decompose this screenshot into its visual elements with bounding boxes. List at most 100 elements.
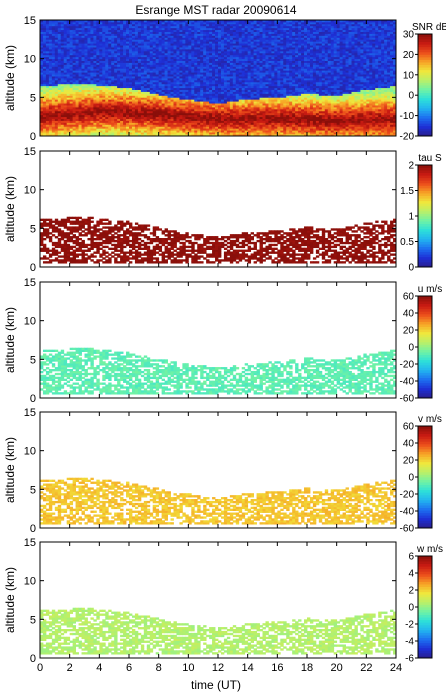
heatmap-cell xyxy=(63,93,68,96)
heatmap-cell xyxy=(220,27,225,31)
heatmap-cell xyxy=(265,79,269,83)
heatmap-cell xyxy=(108,31,112,34)
heatmap-cell xyxy=(194,130,198,133)
heatmap-cell xyxy=(280,35,284,38)
heatmap-cell xyxy=(185,27,189,31)
heatmap-cell xyxy=(66,68,71,71)
heatmap-cell xyxy=(75,49,79,52)
heatmap-cell xyxy=(253,116,257,119)
heatmap-cell xyxy=(167,95,171,98)
heatmap-cell xyxy=(280,126,284,129)
heatmap-cell xyxy=(60,103,65,106)
heatmap-cell xyxy=(117,114,121,118)
heatmap-cell xyxy=(277,122,281,125)
heatmap-cell xyxy=(229,110,234,114)
heatmap-cell xyxy=(75,41,79,44)
heatmap-cell xyxy=(218,114,222,118)
heatmap-cell xyxy=(84,103,88,106)
heatmap-cell xyxy=(105,50,109,54)
heatmap-cell xyxy=(158,128,163,131)
heatmap-cell xyxy=(140,21,145,25)
heatmap-cell xyxy=(176,21,180,25)
heatmap-cell xyxy=(220,47,225,50)
heatmap-cell xyxy=(173,108,177,112)
heatmap-cell xyxy=(247,124,252,127)
heatmap-cell xyxy=(75,99,79,102)
heatmap-cell xyxy=(161,66,165,69)
heatmap-cell xyxy=(265,45,269,48)
heatmap-cell xyxy=(176,33,180,36)
heatmap-cell xyxy=(277,85,281,89)
heatmap-cell xyxy=(149,79,154,83)
heatmap-cell xyxy=(90,29,94,32)
heatmap-cell xyxy=(229,41,234,44)
heatmap-cell xyxy=(105,29,109,32)
heatmap-cell xyxy=(114,43,118,46)
heatmap-cell xyxy=(81,91,85,94)
heatmap-cell xyxy=(143,47,148,50)
heatmap-cell xyxy=(87,31,91,34)
heatmap-cell xyxy=(45,45,50,48)
heatmap-cell xyxy=(185,93,189,96)
heatmap-cell xyxy=(57,85,62,89)
heatmap-cell xyxy=(170,60,174,63)
heatmap-cell xyxy=(164,52,168,56)
heatmap-cell xyxy=(143,79,148,83)
heatmap-cell xyxy=(117,105,121,108)
heatmap-cell xyxy=(200,37,204,40)
heatmap-cell xyxy=(191,47,195,50)
heatmap-cell xyxy=(259,49,263,52)
heatmap-cell xyxy=(170,114,174,118)
heatmap-cell xyxy=(185,68,189,71)
heatmap-cell xyxy=(81,101,85,104)
heatmap-cell xyxy=(223,89,228,92)
heatmap-cell xyxy=(93,99,97,102)
heatmap-cell xyxy=(238,85,243,89)
heatmap-cell xyxy=(191,79,195,83)
heatmap-cell xyxy=(140,78,145,81)
heatmap-cell xyxy=(146,25,151,29)
heatmap-cell xyxy=(256,70,260,73)
heatmap-cell xyxy=(117,50,121,54)
heatmap-cell xyxy=(126,79,130,83)
heatmap-cell xyxy=(66,81,71,85)
heatmap-cell xyxy=(69,99,74,102)
heatmap-cell xyxy=(271,124,275,127)
heatmap-cell xyxy=(146,124,151,127)
heatmap-cell xyxy=(277,97,281,100)
heatmap-cell xyxy=(265,101,269,104)
heatmap-cell xyxy=(66,45,71,48)
heatmap-cell xyxy=(167,132,171,135)
heatmap-cell xyxy=(235,74,240,77)
heatmap-cell xyxy=(137,79,142,83)
heatmap-cell xyxy=(155,81,160,85)
heatmap-cell xyxy=(229,103,234,106)
heatmap-cell xyxy=(51,37,56,40)
heatmap-cell xyxy=(200,118,204,121)
heatmap-cell xyxy=(212,27,216,31)
heatmap-cell xyxy=(114,118,118,121)
heatmap-cell xyxy=(152,85,157,89)
heatmap-cell xyxy=(176,66,180,69)
heatmap-cell xyxy=(280,62,284,65)
heatmap-cell xyxy=(244,31,249,34)
heatmap-cell xyxy=(129,21,133,25)
heatmap-cell xyxy=(40,37,44,40)
heatmap-cell xyxy=(149,29,154,32)
heatmap-cell xyxy=(223,29,228,32)
heatmap-cell xyxy=(241,76,246,79)
heatmap-cell xyxy=(137,25,142,29)
heatmap-cell xyxy=(99,118,103,121)
heatmap-cell xyxy=(72,122,76,125)
heatmap-cell xyxy=(158,120,163,123)
heatmap-cell xyxy=(102,66,106,69)
heatmap-cell xyxy=(63,41,68,44)
heatmap-cell xyxy=(235,76,240,79)
heatmap-cell xyxy=(170,130,174,133)
heatmap-cell xyxy=(129,66,133,69)
heatmap-cell xyxy=(209,95,213,98)
heatmap-cell xyxy=(129,31,133,34)
heatmap-cell xyxy=(57,47,62,50)
heatmap-cell xyxy=(244,50,249,54)
heatmap-cell xyxy=(244,74,249,77)
